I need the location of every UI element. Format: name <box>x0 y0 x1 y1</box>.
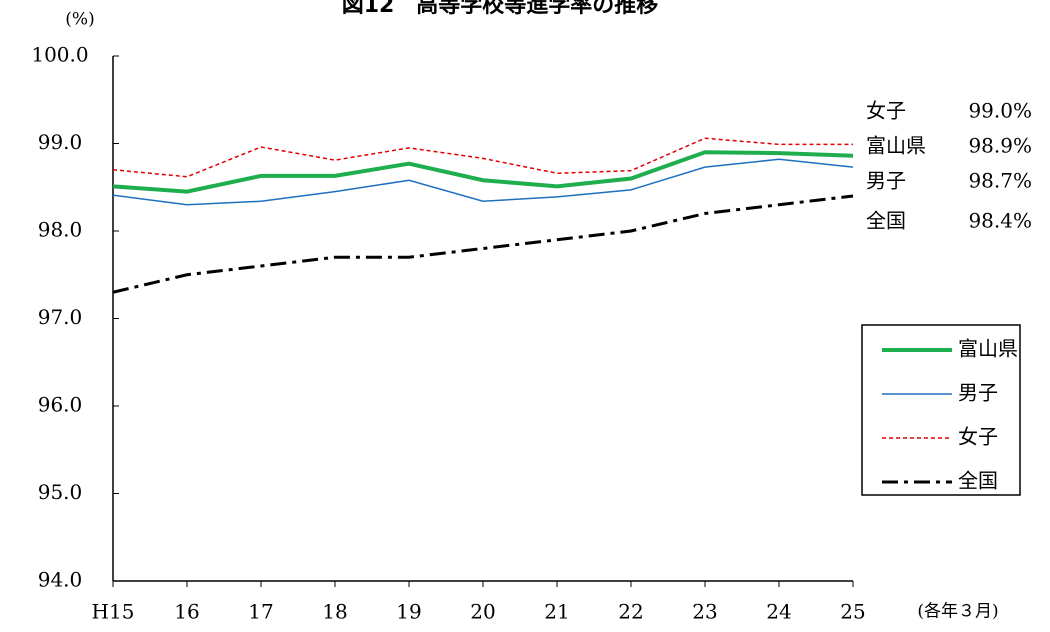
end-label-value: 98.7% <box>968 169 1032 193</box>
y-tick-label: 98.0 <box>38 218 83 242</box>
end-label-name: 男子 <box>866 169 906 193</box>
chart-title: 図12 高等学校等進学率の推移 <box>342 0 659 18</box>
series-line <box>112 158 854 206</box>
end-label-name: 女子 <box>866 99 906 123</box>
x-tick-label: 18 <box>322 600 347 624</box>
x-tick-label: 19 <box>396 600 421 624</box>
legend-label: 男子 <box>958 381 998 405</box>
x-tick-label: H15 <box>92 600 135 624</box>
end-label-name: 全国 <box>866 209 906 233</box>
series-line <box>112 137 853 178</box>
y-tick-label: 96.0 <box>38 393 83 417</box>
y-tick-label: 95.0 <box>38 480 83 504</box>
end-label-name: 富山県 <box>866 134 926 158</box>
x-tick-label: 16 <box>174 600 199 624</box>
y-tick-label: 94.0 <box>38 568 83 592</box>
legend-label: 全国 <box>958 469 998 493</box>
x-tick-label: 21 <box>544 600 569 624</box>
x-tick-label: 20 <box>470 600 495 624</box>
end-label-value: 99.0% <box>968 99 1032 123</box>
end-label-value: 98.9% <box>968 134 1032 158</box>
x-tick-label: 23 <box>692 600 717 624</box>
x-unit-label: (各年３月) <box>917 602 998 622</box>
end-label-value: 98.4% <box>968 209 1032 233</box>
x-tick-label: 22 <box>618 600 643 624</box>
legend-label: 富山県 <box>958 337 1018 361</box>
y-tick-label: 99.0 <box>38 130 83 154</box>
x-tick-label: 24 <box>766 600 791 624</box>
legend-label: 女子 <box>958 425 998 449</box>
y-tick-label: 100.0 <box>31 43 88 67</box>
series-line <box>112 194 854 294</box>
y-unit-label: (%) <box>65 10 94 30</box>
series-line <box>112 150 854 194</box>
x-tick-label: 17 <box>248 600 273 624</box>
y-tick-label: 97.0 <box>38 305 83 329</box>
legend-box <box>861 324 1021 496</box>
x-tick-label: 25 <box>840 600 865 624</box>
